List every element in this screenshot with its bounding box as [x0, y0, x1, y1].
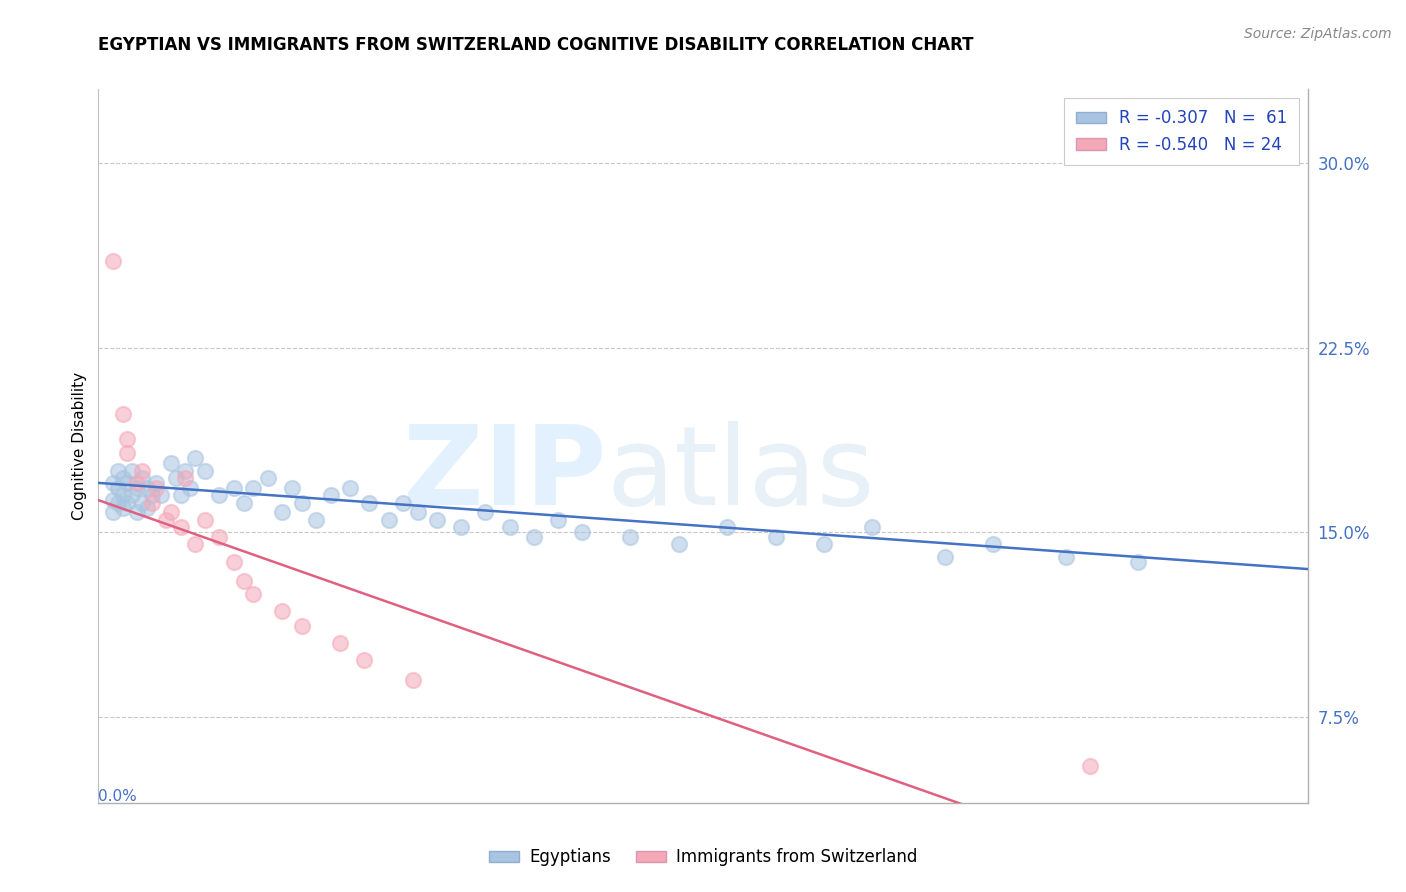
- Legend: Egyptians, Immigrants from Switzerland: Egyptians, Immigrants from Switzerland: [482, 842, 924, 873]
- Point: [111, 407, 134, 421]
- Point: [145, 475, 167, 490]
- Point: [117, 495, 139, 509]
- Point: [111, 471, 134, 485]
- Point: [117, 446, 139, 460]
- Point: [208, 488, 231, 502]
- Point: [232, 574, 254, 589]
- Point: [668, 537, 690, 551]
- Point: [1078, 759, 1101, 773]
- Point: [222, 481, 245, 495]
- Point: [131, 464, 153, 478]
- Point: [127, 505, 149, 519]
- Point: [232, 495, 254, 509]
- Point: [107, 464, 129, 478]
- Point: [813, 537, 835, 551]
- Point: [107, 481, 129, 495]
- Point: [426, 513, 449, 527]
- Point: [101, 475, 124, 490]
- Point: [498, 520, 520, 534]
- Point: [111, 500, 134, 515]
- Point: [127, 481, 149, 495]
- Point: [1128, 555, 1150, 569]
- Point: [169, 520, 191, 534]
- Point: [184, 537, 207, 551]
- Text: Source: ZipAtlas.com: Source: ZipAtlas.com: [1244, 27, 1392, 41]
- Point: [290, 495, 312, 509]
- Point: [179, 481, 201, 495]
- Point: [716, 520, 738, 534]
- Y-axis label: Cognitive Disability: Cognitive Disability: [72, 372, 87, 520]
- Point: [131, 471, 153, 485]
- Text: EGYPTIAN VS IMMIGRANTS FROM SWITZERLAND COGNITIVE DISABILITY CORRELATION CHART: EGYPTIAN VS IMMIGRANTS FROM SWITZERLAND …: [98, 36, 974, 54]
- Point: [305, 513, 328, 527]
- Point: [571, 525, 593, 540]
- Point: [121, 488, 143, 502]
- Point: [474, 505, 496, 519]
- Point: [450, 520, 472, 534]
- Point: [155, 513, 177, 527]
- Text: 0.0%: 0.0%: [98, 789, 138, 804]
- Point: [101, 505, 124, 519]
- Point: [135, 500, 157, 515]
- Point: [141, 495, 163, 509]
- Point: [222, 555, 245, 569]
- Point: [194, 464, 217, 478]
- Point: [547, 513, 569, 527]
- Point: [165, 471, 187, 485]
- Point: [174, 471, 197, 485]
- Point: [111, 488, 134, 502]
- Point: [184, 451, 207, 466]
- Point: [377, 513, 399, 527]
- Point: [141, 488, 163, 502]
- Point: [194, 513, 217, 527]
- Point: [145, 481, 167, 495]
- Point: [160, 505, 183, 519]
- Point: [981, 537, 1004, 551]
- Point: [934, 549, 956, 564]
- Point: [329, 636, 352, 650]
- Text: atlas: atlas: [606, 421, 875, 528]
- Point: [1054, 549, 1077, 564]
- Point: [107, 495, 129, 509]
- Point: [319, 488, 342, 502]
- Point: [242, 481, 264, 495]
- Point: [392, 495, 415, 509]
- Point: [339, 481, 361, 495]
- Point: [160, 456, 183, 470]
- Point: [359, 495, 381, 509]
- Point: [242, 587, 264, 601]
- Point: [406, 505, 429, 519]
- Point: [353, 653, 375, 667]
- Point: [271, 604, 294, 618]
- Point: [101, 254, 124, 268]
- Point: [121, 464, 143, 478]
- Point: [127, 475, 149, 490]
- Point: [765, 530, 787, 544]
- Point: [523, 530, 546, 544]
- Point: [281, 481, 304, 495]
- Point: [256, 471, 278, 485]
- Point: [117, 475, 139, 490]
- Point: [271, 505, 294, 519]
- Point: [290, 618, 312, 632]
- Point: [174, 464, 197, 478]
- Point: [619, 530, 641, 544]
- Point: [169, 488, 191, 502]
- Point: [150, 488, 173, 502]
- Point: [131, 495, 153, 509]
- Point: [402, 673, 425, 687]
- Point: [208, 530, 231, 544]
- Text: ZIP: ZIP: [404, 421, 606, 528]
- Point: [860, 520, 883, 534]
- Point: [101, 493, 124, 508]
- Point: [135, 481, 157, 495]
- Point: [117, 432, 139, 446]
